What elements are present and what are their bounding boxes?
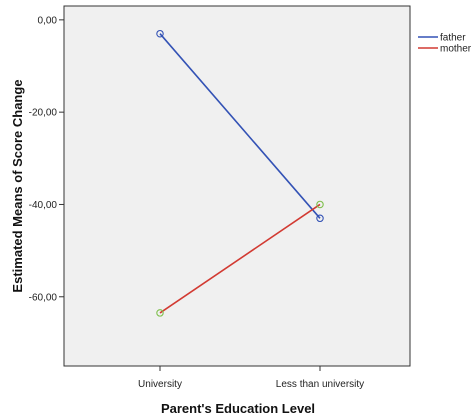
y-tick-label: 0,00 xyxy=(38,15,58,26)
x-tick-label: University xyxy=(138,379,182,390)
x-tick-label: Less than university xyxy=(276,379,364,390)
y-tick-label: -40,00 xyxy=(29,200,58,211)
series-layer xyxy=(156,29,324,317)
series-line-mother xyxy=(159,203,321,314)
plot-area xyxy=(63,5,411,367)
x-axis: University Less than university xyxy=(138,366,364,390)
x-axis-title: Parent's Education Level xyxy=(161,401,315,416)
y-tick-label: -20,00 xyxy=(29,108,58,119)
data-point-mother xyxy=(156,309,164,317)
y-tick-label: -60,00 xyxy=(29,292,58,303)
data-point-father xyxy=(316,214,324,223)
data-point-father xyxy=(156,29,164,38)
legend-label-mother: mother xyxy=(440,44,472,55)
data-point-mother xyxy=(316,200,324,209)
legend-label-father: father xyxy=(440,33,466,44)
y-axis: 0,00 -20,00 -40,00 -60,00 xyxy=(29,15,64,303)
y-axis-title: Estimated Means of Score Change xyxy=(10,79,25,292)
series-line-father xyxy=(159,33,321,219)
